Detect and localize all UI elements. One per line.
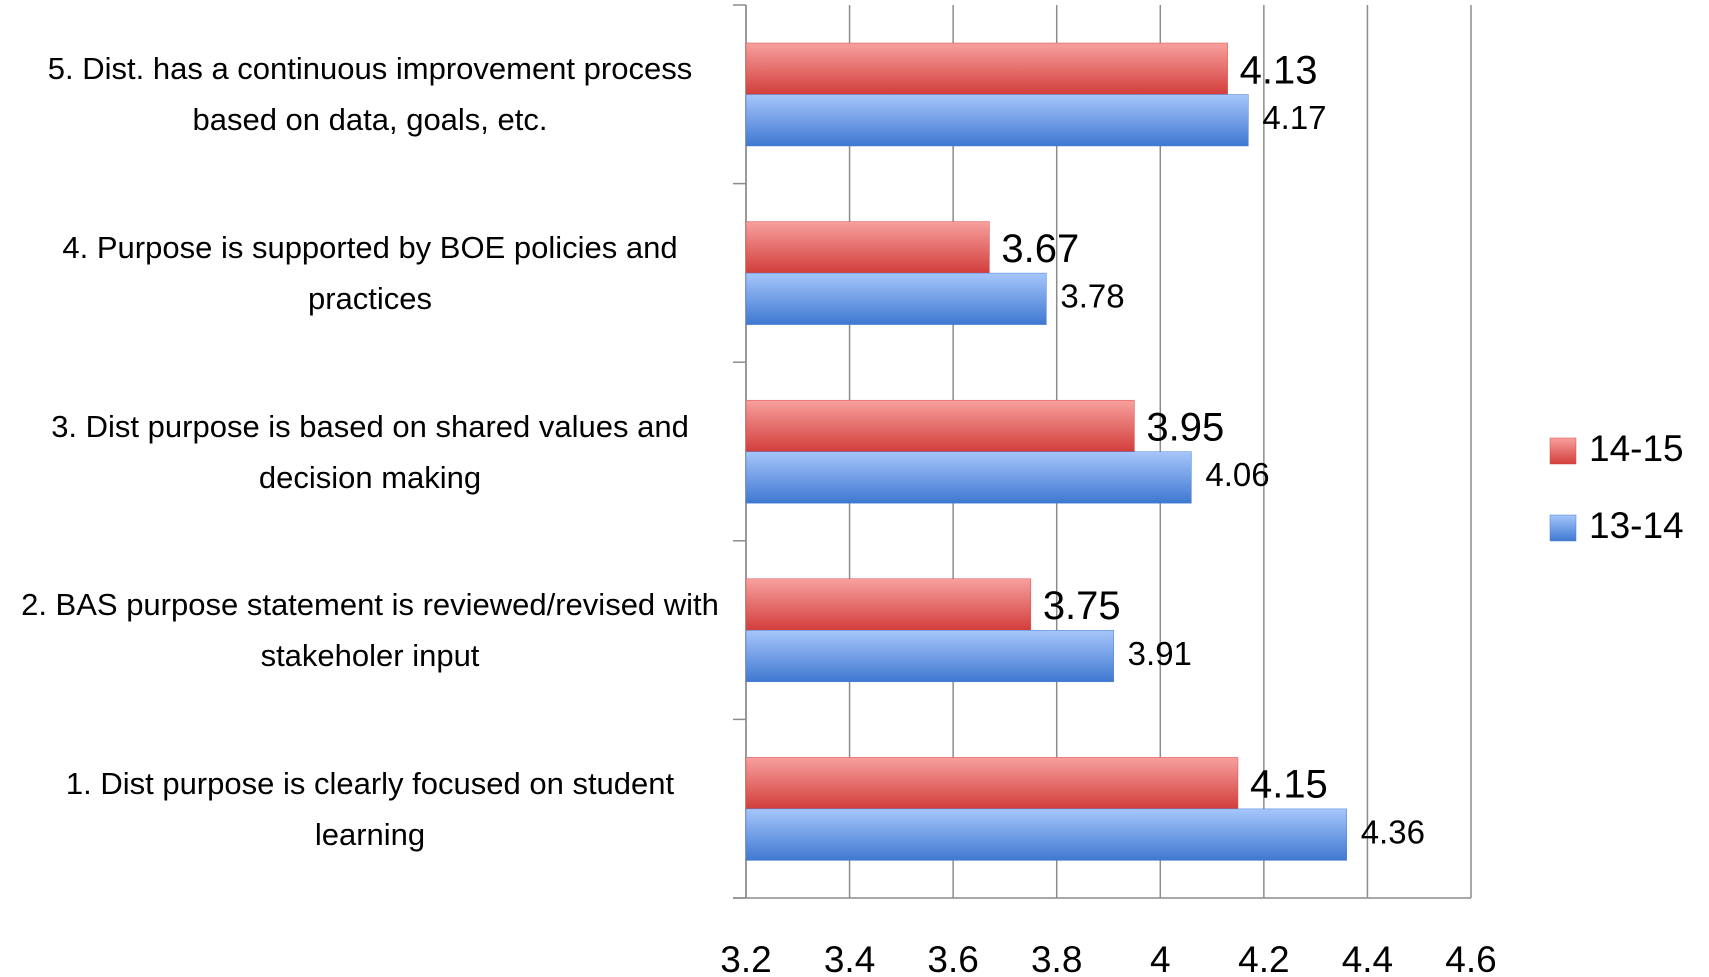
y-tick-label: 3. Dist purpose is based on shared value… [51, 408, 689, 495]
data-label: 4.13 [1240, 48, 1318, 92]
data-label: 3.91 [1128, 635, 1192, 672]
legend-swatch [1549, 437, 1577, 465]
y-tick-label: 1. Dist purpose is clearly focused on st… [65, 765, 675, 852]
data-label: 3.78 [1060, 278, 1124, 315]
bar [745, 578, 1032, 631]
bar [745, 221, 990, 274]
y-tick-label: 5. Dist. has a continuous improvement pr… [47, 51, 693, 138]
legend-swatch [1549, 514, 1577, 542]
legend-label: 14-15 [1589, 428, 1684, 469]
x-tick-label: 3.4 [824, 939, 875, 977]
bar [745, 630, 1114, 683]
bar [745, 399, 1135, 452]
data-label: 4.17 [1262, 99, 1326, 136]
y-tick-label: 4. Purpose is supported by BOE policies … [62, 229, 678, 316]
data-label: 3.95 [1146, 406, 1224, 450]
bar [745, 94, 1249, 147]
x-tick-label: 3.2 [720, 939, 771, 977]
x-tick-label: 3.6 [927, 939, 978, 977]
x-tick-label: 4 [1150, 939, 1171, 977]
data-label: 4.06 [1205, 456, 1269, 493]
bar [745, 272, 1047, 325]
data-label: 4.15 [1250, 763, 1328, 807]
data-label: 3.67 [1001, 227, 1079, 271]
bar [745, 451, 1192, 504]
x-tick-label: 4.4 [1342, 939, 1393, 977]
x-tick-label: 4.2 [1238, 939, 1289, 977]
bar [745, 808, 1347, 861]
y-tick-label: 2. BAS purpose statement is reviewed/rev… [21, 587, 719, 674]
bar [745, 757, 1239, 810]
x-tick-label: 4.6 [1445, 939, 1496, 977]
data-label: 3.75 [1043, 584, 1121, 628]
x-tick-label: 3.8 [1031, 939, 1082, 977]
bar [745, 42, 1228, 95]
legend-label: 13-14 [1589, 505, 1684, 546]
data-label: 4.36 [1361, 813, 1425, 850]
